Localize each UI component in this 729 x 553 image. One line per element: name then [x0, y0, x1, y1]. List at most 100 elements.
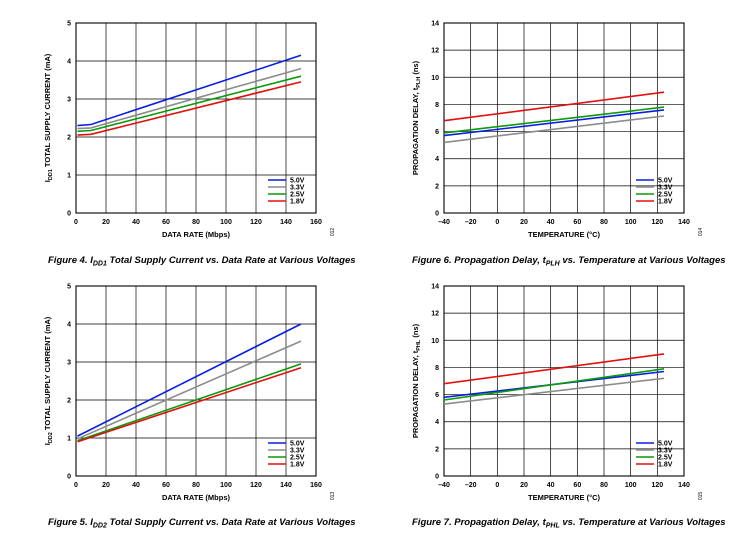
figure-caption: Figure 5. IDD2 Total Supply Current vs. …	[48, 517, 356, 530]
x-tick-label: 40	[547, 219, 555, 226]
x-tick-label: 140	[280, 219, 292, 226]
y-tick-label: 6	[435, 129, 439, 136]
chart-4: –40 –20 0 20 40 60 80 100 120 140 0 2 4 6 8 10 12 14 5.0V3…	[411, 284, 726, 530]
y-tick-label: 8	[435, 102, 439, 109]
y-tick-label: 4	[435, 156, 439, 163]
x-tick-label: 80	[192, 482, 200, 489]
series-line-3.3V	[443, 377, 665, 405]
legend-label-3.3V: 3.3V	[290, 185, 305, 192]
plot-frame	[443, 22, 685, 214]
y-tick-label: 2	[435, 446, 439, 453]
x-tick-label: 20	[520, 219, 528, 226]
chart-2: –40 –20 0 20 40 60 80 100 120 140 0 2 4 6 8 10 12 14 5.0V3…	[411, 21, 726, 268]
y-tick-label: 5	[67, 284, 71, 291]
y-tick-label: 14	[431, 21, 439, 28]
x-tick-label: 20	[102, 482, 110, 489]
series-line-3.3V	[77, 67, 302, 130]
x-tick-label: 60	[162, 482, 170, 489]
x-tick-label: 120	[250, 482, 262, 489]
legend-label-3.3V: 3.3V	[290, 448, 305, 455]
x-tick-label: 140	[280, 482, 292, 489]
figure-id: 013	[330, 492, 336, 501]
x-tick-label: 120	[651, 482, 663, 489]
figure-caption: Figure 4. IDD1 Total Supply Current vs. …	[48, 255, 356, 268]
figure-id: 015	[698, 492, 704, 501]
x-tick-label: 40	[547, 482, 555, 489]
x-tick-label: 20	[520, 482, 528, 489]
legend-label-1.8V: 1.8V	[658, 462, 673, 469]
x-tick-label: 0	[495, 482, 499, 489]
y-tick-label: 3	[67, 360, 71, 367]
figure-caption: Figure 6. Propagation Delay, tPLH vs. Te…	[412, 255, 726, 268]
x-tick-label: 120	[651, 219, 663, 226]
x-axis-label: DATA RATE (Mbps)	[162, 230, 231, 239]
y-tick-label: 0	[67, 211, 71, 218]
y-tick-label: 12	[431, 48, 439, 55]
x-tick-label: 80	[192, 219, 200, 226]
series-line-2.5V	[77, 75, 302, 133]
series-line-1.8V	[443, 353, 665, 385]
series-line-1.8V	[77, 81, 302, 136]
x-tick-label: 0	[74, 482, 78, 489]
y-tick-label: 4	[67, 59, 71, 66]
x-tick-label: 100	[220, 482, 232, 489]
plot-frame	[75, 22, 317, 214]
legend-label-5.0V: 5.0V	[290, 178, 305, 185]
series-line-3.3V	[443, 115, 665, 144]
legend-label-2.5V: 2.5V	[290, 192, 305, 199]
legend: 5.0V3.3V2.5V1.8V	[268, 178, 305, 206]
y-axis-label: PROPAGATION DELAY, tPHL (ns)	[411, 323, 422, 438]
x-tick-label: 80	[600, 482, 608, 489]
legend: 5.0V3.3V2.5V1.8V	[636, 178, 673, 206]
legend-label-1.8V: 1.8V	[290, 199, 305, 206]
legend-label-5.0V: 5.0V	[290, 441, 305, 448]
series-line-2.5V	[443, 368, 665, 401]
x-axis-label: TEMPERATURE (°C)	[528, 493, 601, 502]
y-axis-label: IDD2 TOTAL SUPPLY CURRENT (mA)	[43, 316, 54, 445]
x-tick-label: 40	[132, 482, 140, 489]
legend: 5.0V3.3V2.5V1.8V	[636, 441, 673, 469]
x-tick-label: 60	[162, 219, 170, 226]
y-tick-label: 2	[435, 183, 439, 190]
x-tick-label: –40	[438, 219, 450, 226]
series-line-2.5V	[443, 106, 665, 134]
x-tick-label: 40	[132, 219, 140, 226]
legend-label-2.5V: 2.5V	[658, 192, 673, 199]
figure-id: 012	[330, 228, 336, 237]
chart-3: 0 20 40 60 80 100 120 140 160 0 1 2 3 4 5 5.0V3.3V2.5V1…	[43, 284, 356, 530]
legend-label-1.8V: 1.8V	[658, 199, 673, 206]
legend-label-5.0V: 5.0V	[658, 441, 673, 448]
y-tick-label: 4	[67, 322, 71, 329]
series-line-1.8V	[443, 91, 665, 122]
series-line-5.0V	[77, 323, 302, 437]
x-tick-label: 160	[310, 482, 322, 489]
series-line-5.0V	[443, 109, 665, 137]
y-tick-label: 8	[435, 365, 439, 372]
x-tick-label: 0	[74, 219, 78, 226]
series-line-5.0V	[77, 54, 302, 127]
x-tick-label: 140	[678, 219, 690, 226]
y-tick-label: 4	[435, 419, 439, 426]
plot-frame	[75, 285, 317, 477]
y-tick-label: 0	[435, 211, 439, 218]
chart-1: 0 20 40 60 80 100 120 140 1600123455.0V3.3V2.5V1…	[43, 21, 356, 268]
x-tick-label: 100	[220, 219, 232, 226]
x-tick-label: 80	[600, 219, 608, 226]
y-tick-label: 6	[435, 392, 439, 399]
y-tick-label: 10	[431, 338, 439, 345]
legend-label-2.5V: 2.5V	[658, 455, 673, 462]
legend-label-5.0V: 5.0V	[658, 178, 673, 185]
legend: 5.0V3.3V2.5V1.8V	[268, 441, 305, 469]
x-tick-label: 100	[625, 219, 637, 226]
y-tick-label: 3	[67, 97, 71, 104]
x-tick-label: 20	[102, 219, 110, 226]
y-tick-label: 5	[67, 21, 71, 28]
y-tick-label: 14	[431, 284, 439, 291]
x-tick-label: 60	[573, 482, 581, 489]
x-axis-label: DATA RATE (Mbps)	[162, 493, 231, 502]
x-tick-label: 0	[495, 219, 499, 226]
x-tick-label: 120	[250, 219, 262, 226]
x-axis-label: TEMPERATURE (°C)	[528, 230, 601, 239]
figure-caption: Figure 7. Propagation Delay, tPHL vs. Te…	[412, 517, 726, 530]
